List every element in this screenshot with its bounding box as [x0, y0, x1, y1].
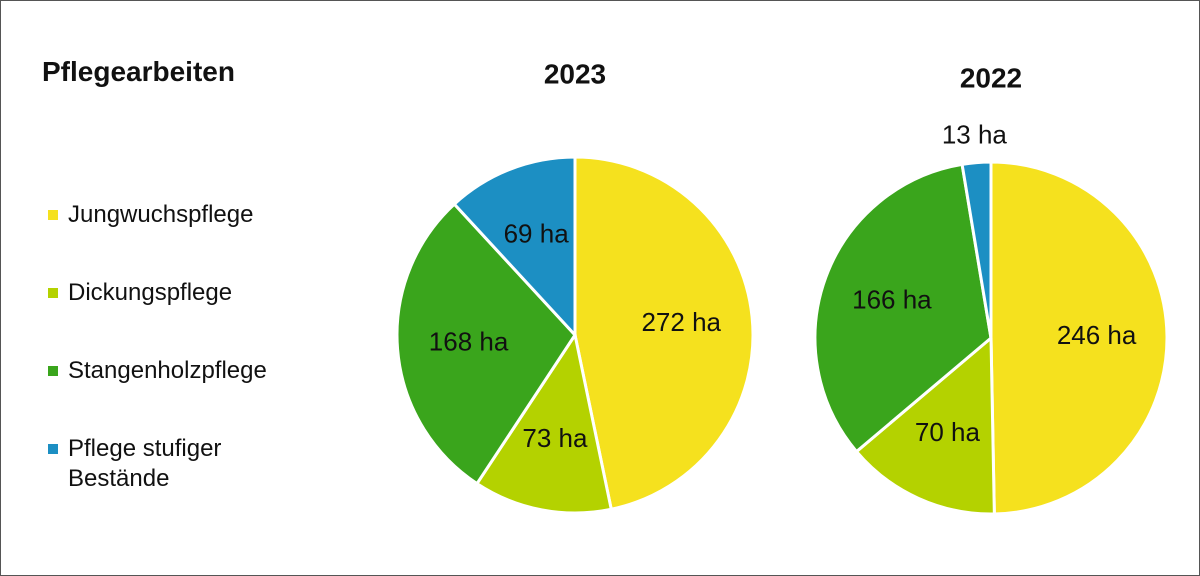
- legend-item: Pflege stufiger Bestände: [48, 434, 338, 494]
- legend-item: Stangenholzpflege: [48, 356, 338, 386]
- legend: Jungwuchspflege Dickungspflege Stangenholz…: [48, 200, 338, 542]
- pie-slice: [474, 331, 614, 515]
- legend-item: Dickungspflege: [48, 278, 338, 308]
- legend-item: Jungwuchspflege: [48, 200, 338, 230]
- data-label: 246 ha: [1057, 320, 1137, 350]
- legend-swatch: [48, 288, 58, 298]
- legend-label: Dickungspflege: [68, 279, 233, 306]
- data-label: 166 ha: [852, 284, 932, 314]
- chart-title: Pflegearbeiten: [42, 56, 235, 87]
- data-label: 168 ha: [429, 327, 509, 357]
- pie-slice: [573, 155, 755, 512]
- pie-title: 2022: [960, 62, 1022, 93]
- data-label: 70 ha: [915, 417, 981, 447]
- pie-slice: [854, 334, 996, 516]
- legend-label: Stangenholzpflege: [68, 357, 267, 384]
- data-label: 69 ha: [504, 218, 570, 248]
- pie-slice: [989, 160, 1169, 516]
- legend-swatch: [48, 444, 58, 454]
- pie-slice: [452, 155, 577, 339]
- legend-swatch: [48, 366, 58, 376]
- pie-slice: [813, 162, 993, 454]
- data-label: 73 ha: [522, 423, 588, 453]
- data-label: 272 ha: [641, 307, 721, 337]
- pie-slice: [395, 202, 577, 486]
- data-label: 13 ha: [942, 120, 1008, 150]
- pie-title: 2023: [544, 58, 606, 89]
- pie-slice: [960, 160, 993, 339]
- legend-swatch: [48, 210, 58, 220]
- legend-label: Pflege stufiger Bestände: [68, 435, 222, 492]
- legend-label: Jungwuchspflege: [68, 201, 254, 228]
